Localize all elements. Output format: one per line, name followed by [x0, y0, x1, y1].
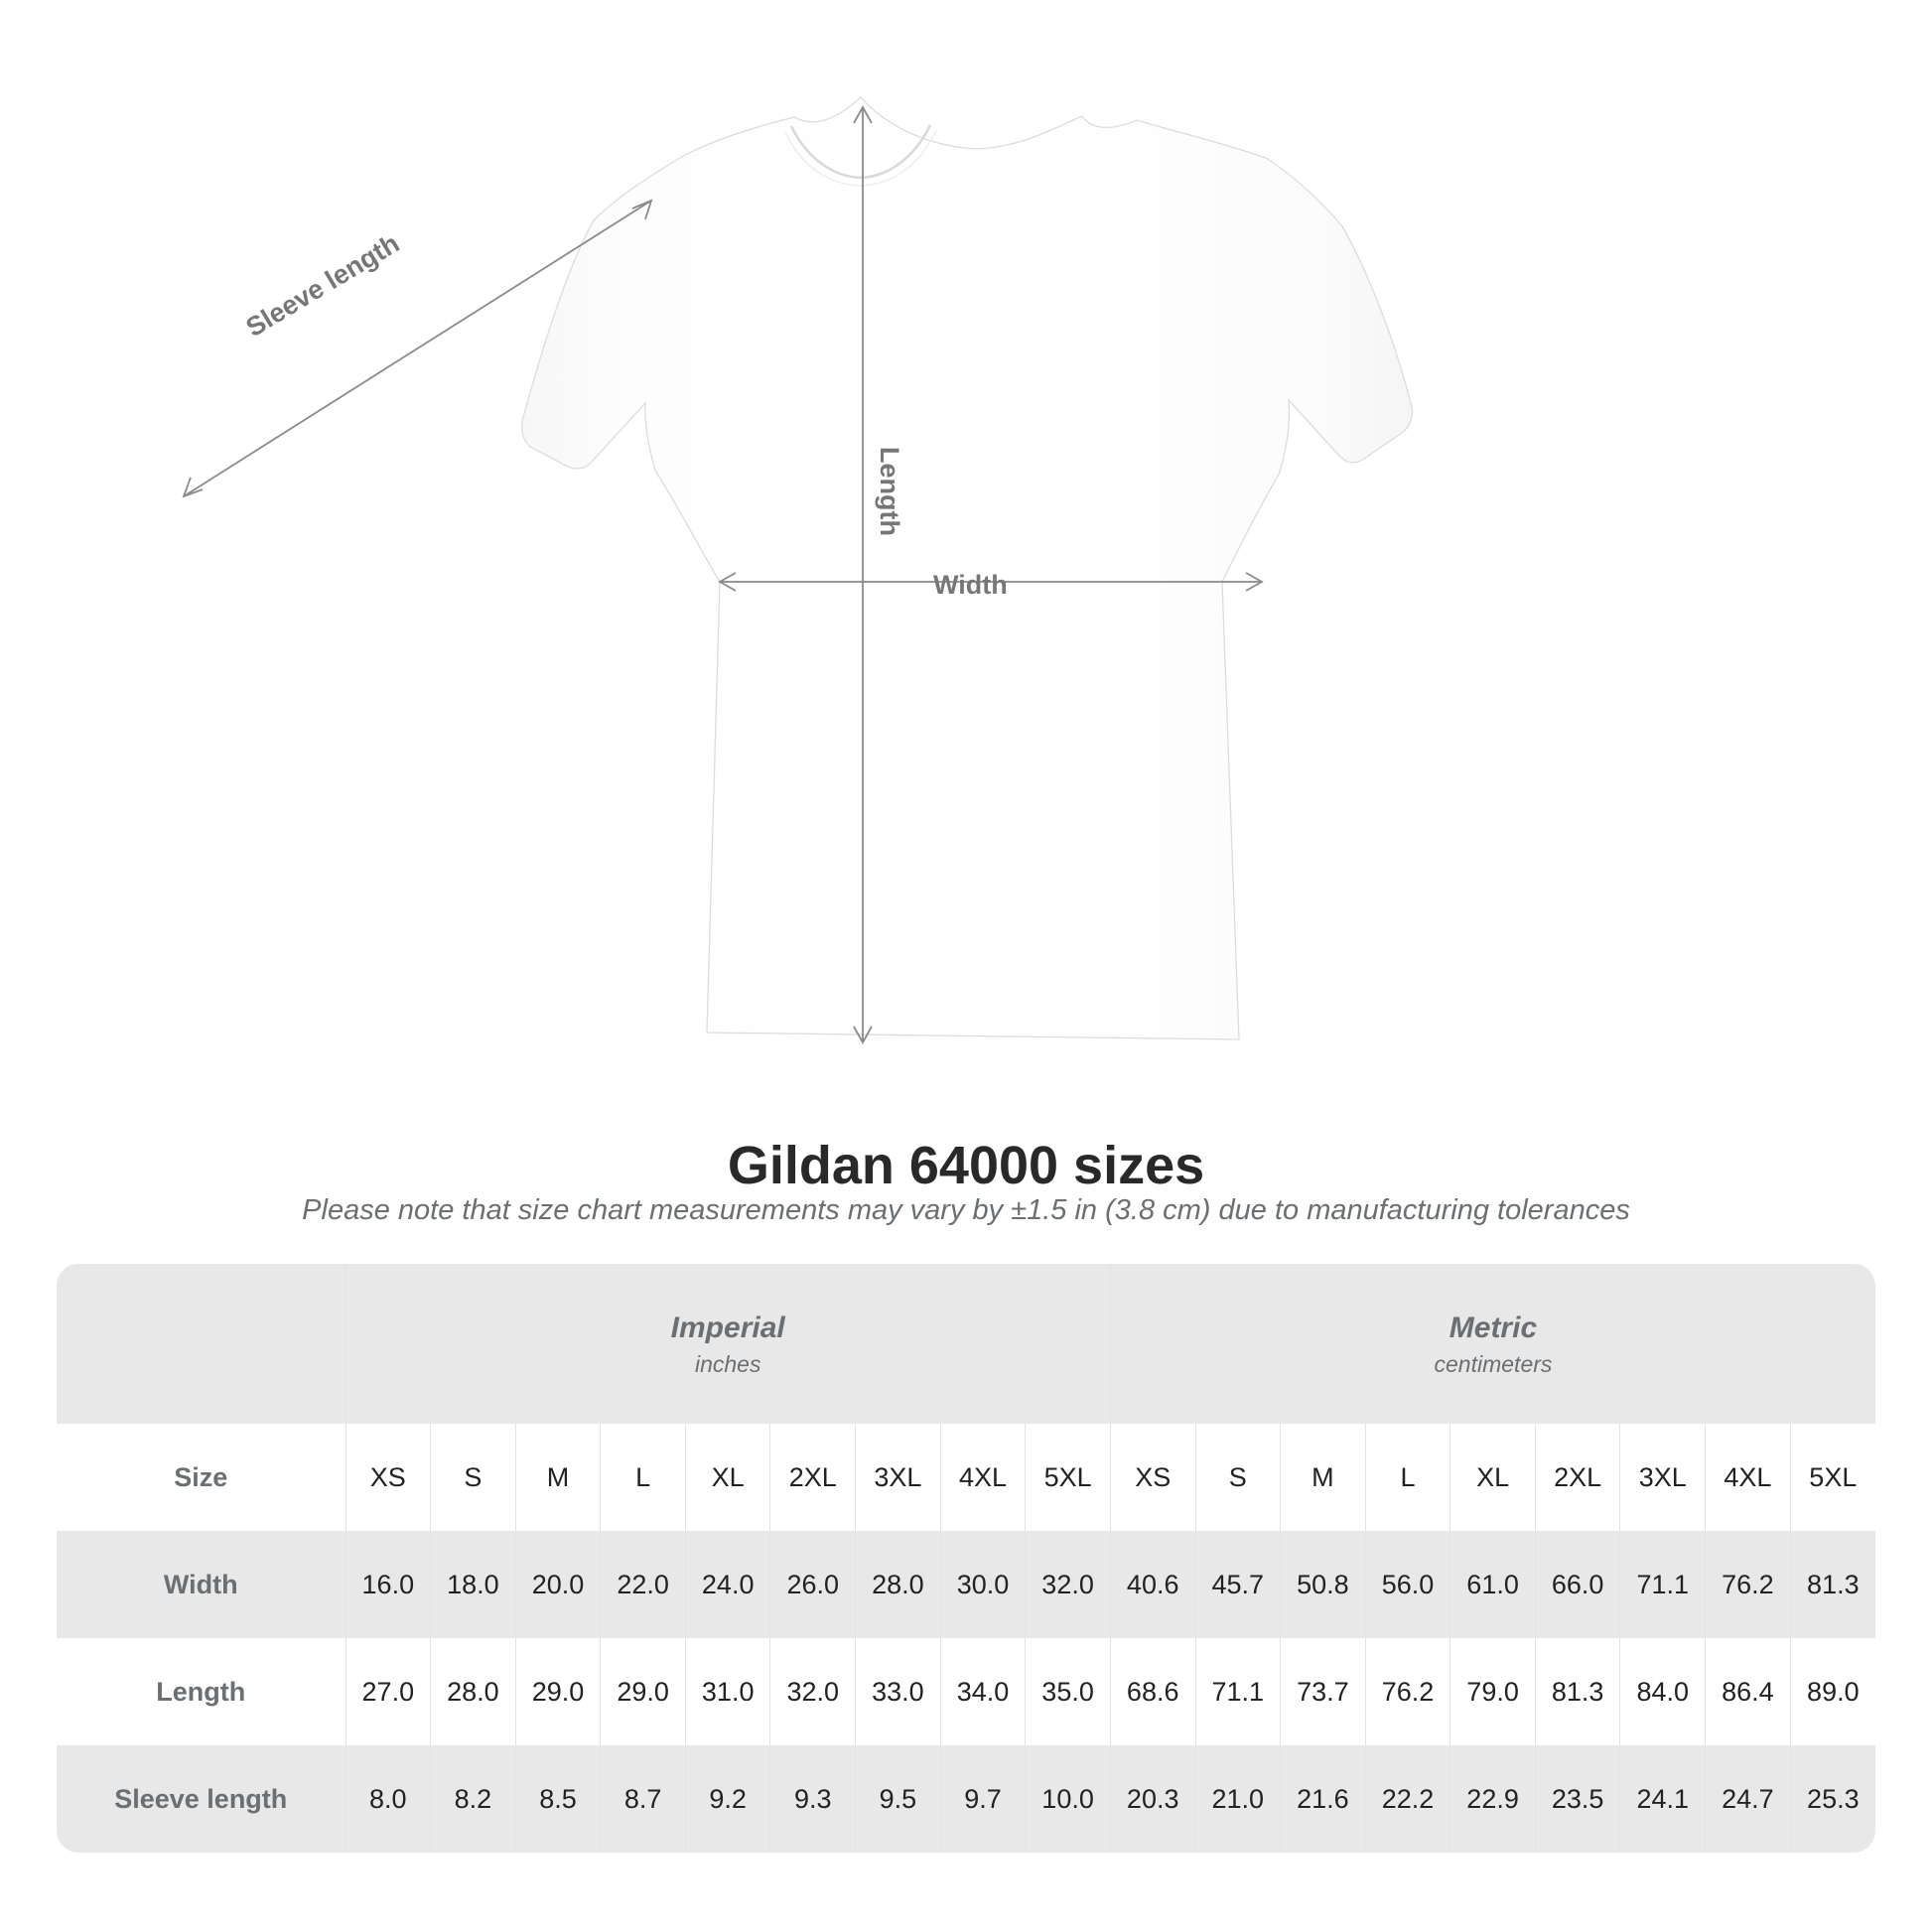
svg-text:Width: Width — [933, 570, 1008, 600]
svg-text:Length: Length — [875, 447, 904, 536]
svg-text:Sleeve length: Sleeve length — [241, 228, 405, 343]
